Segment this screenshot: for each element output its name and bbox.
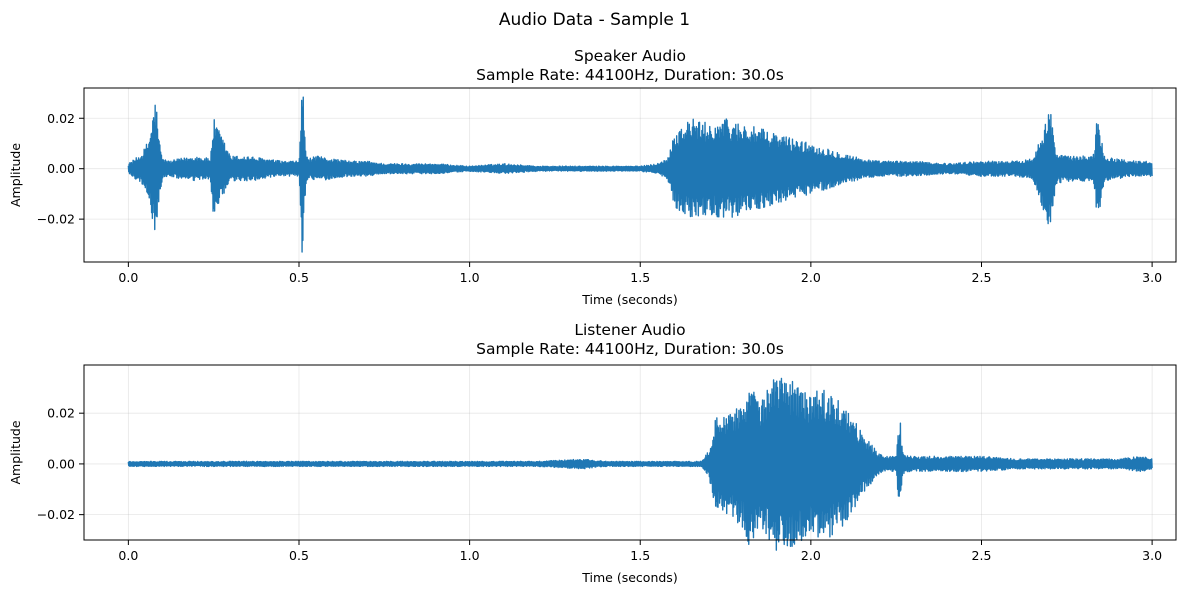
y-tick-label: 0.02 bbox=[47, 406, 75, 421]
y-axis-label: Amplitude bbox=[8, 420, 23, 484]
axes-frame bbox=[83, 87, 1177, 263]
waveform-line bbox=[127, 96, 1153, 253]
waveform-line bbox=[127, 377, 1153, 551]
x-axis: 0.0 0.5 1.0 1.5 2.0 2.5 3.0 bbox=[118, 262, 1162, 285]
x-tick-label: 0.0 bbox=[118, 548, 138, 563]
chart-title-line1: Speaker Audio bbox=[574, 47, 686, 65]
x-tick-label: 2.5 bbox=[972, 548, 992, 563]
x-axis-label: Time (seconds) bbox=[581, 292, 677, 307]
waveform bbox=[127, 377, 1153, 551]
y-tick-label: 0.02 bbox=[47, 111, 75, 126]
y-axis-label: Amplitude bbox=[8, 143, 23, 207]
y-tick-label: 0.00 bbox=[47, 456, 75, 471]
chart-title-line2: Sample Rate: 44100Hz, Duration: 30.0s bbox=[476, 66, 784, 84]
x-tick-label: 1.0 bbox=[460, 270, 480, 285]
x-tick-label: 3.0 bbox=[1142, 270, 1162, 285]
y-axis: −0.02 0.00 0.02 bbox=[37, 406, 84, 522]
y-tick-label: −0.02 bbox=[37, 212, 75, 227]
y-tick-label: −0.02 bbox=[37, 507, 75, 522]
x-tick-label: 0.5 bbox=[289, 270, 309, 285]
y-axis: −0.02 0.00 0.02 bbox=[37, 111, 84, 227]
waveform bbox=[127, 96, 1153, 253]
x-axis-label: Time (seconds) bbox=[581, 570, 677, 585]
y-tick-label: 0.00 bbox=[47, 161, 75, 176]
axes-frame bbox=[83, 364, 1177, 541]
x-tick-label: 2.0 bbox=[801, 270, 821, 285]
x-tick-label: 0.5 bbox=[289, 548, 309, 563]
chart-title-line1: Listener Audio bbox=[574, 321, 685, 339]
x-tick-label: 3.0 bbox=[1142, 548, 1162, 563]
figure-suptitle: Audio Data - Sample 1 bbox=[499, 10, 690, 30]
x-tick-label: 2.0 bbox=[801, 548, 821, 563]
chart-title-line2: Sample Rate: 44100Hz, Duration: 30.0s bbox=[476, 340, 784, 358]
x-tick-label: 1.0 bbox=[460, 548, 480, 563]
grid-lines bbox=[84, 365, 1176, 540]
x-axis: 0.0 0.5 1.0 1.5 2.0 2.5 3.0 bbox=[118, 540, 1162, 563]
x-tick-label: 2.5 bbox=[972, 270, 992, 285]
listener-audio-chart: Listener Audio Sample Rate: 44100Hz, Dur… bbox=[8, 321, 1177, 585]
speaker-audio-chart: Speaker Audio Sample Rate: 44100Hz, Dura… bbox=[8, 47, 1177, 307]
x-tick-label: 1.5 bbox=[630, 548, 650, 563]
x-tick-label: 0.0 bbox=[118, 270, 138, 285]
x-tick-label: 1.5 bbox=[630, 270, 650, 285]
